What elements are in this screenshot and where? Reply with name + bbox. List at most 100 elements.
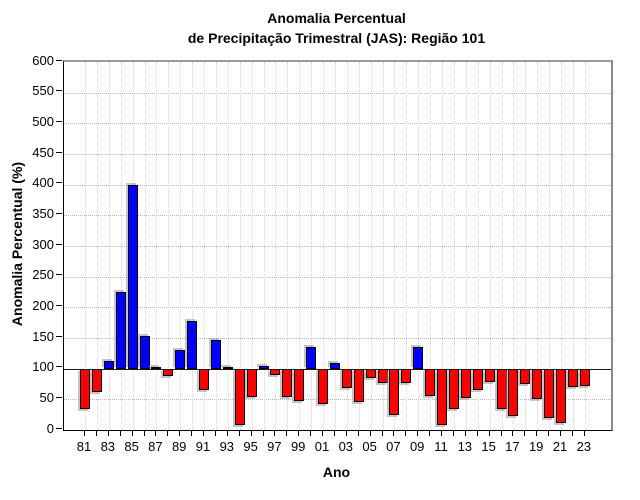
gridline-h-250 [64,276,611,278]
bar-07 [389,368,400,415]
gridline-h-550 [64,92,611,94]
bar-88 [163,368,174,377]
y-tick-100 [56,366,62,368]
chart-title: Anomalia Percentual de Precipitação Trim… [63,8,610,48]
bar-99 [294,368,305,402]
gridline-h-350 [64,215,611,217]
x-tick-16 [500,430,502,436]
x-tick-label-99: 99 [290,439,306,454]
bar-83 [103,361,114,369]
x-tick-95 [250,430,252,436]
gridline-v-87 [156,62,158,430]
bar-86 [139,336,150,369]
gridline-v-89 [180,62,182,430]
gridline-v-12 [453,62,455,430]
y-tick-label-450: 450 [32,144,54,160]
bar-89 [175,350,186,369]
gridline-v-93 [227,62,229,430]
bar-01 [318,368,328,405]
gridline-v-08 [406,62,408,430]
x-tick-label-83: 83 [100,439,116,454]
bar-98 [282,368,293,398]
x-tick-86 [143,430,145,436]
y-tick-200 [56,304,62,306]
baseline-100 [64,368,611,370]
y-tick-450 [56,151,62,153]
gridline-v-09 [418,62,420,430]
y-tick-250 [56,274,62,276]
gridline-v-90 [192,62,194,430]
bar-17 [508,368,519,417]
y-tick-500 [56,120,62,122]
x-tick-19 [536,430,538,436]
x-tick-label-17: 17 [505,439,520,454]
x-tick-96 [262,430,264,436]
bar-04 [353,368,364,403]
x-tick-label-11: 11 [434,439,448,454]
y-tick-label-350: 350 [32,205,54,221]
x-tick-81 [84,430,85,436]
x-tick-02 [333,430,335,436]
y-tick-300 [56,243,62,245]
x-tick-85 [131,430,133,436]
bar-15 [484,368,495,383]
y-tick-label-600: 600 [32,52,54,68]
bar-03 [341,368,352,389]
x-tick-label-95: 95 [243,439,258,454]
gridline-v-23 [584,62,586,430]
x-tick-91 [203,430,204,436]
gridline-v-06 [382,62,384,430]
x-tick-99 [298,430,300,436]
gridline-h-450 [64,154,611,155]
y-tick-label-550: 550 [32,83,54,99]
gridline-v-18 [525,62,527,430]
gridline-v-17 [513,62,515,430]
x-tick-label-89: 89 [171,439,187,454]
x-tick-label-03: 03 [338,439,354,454]
gridline-v-96 [263,62,265,430]
y-tick-label-400: 400 [32,175,54,191]
gridline-v-05 [370,62,372,430]
bar-21 [556,368,566,423]
x-tick-label-19: 19 [528,439,544,454]
gridline-v-03 [346,62,348,430]
x-tick-08 [405,430,407,436]
gridline-v-00 [311,62,313,430]
gridline-h-150 [64,338,611,339]
gridline-v-02 [334,62,336,430]
gridline-v-95 [251,62,253,430]
bar-13 [460,368,471,399]
y-tick-label-100: 100 [32,359,54,375]
gridline-h-300 [64,246,611,247]
bar-22 [567,368,578,388]
x-tick-92 [214,430,216,436]
x-tick-89 [179,430,181,436]
x-tick-88 [167,430,169,436]
bar-94 [234,368,245,426]
gridline-v-97 [275,62,277,430]
x-tick-17 [512,430,514,436]
x-tick-label-93: 93 [219,439,235,454]
gridline-v-91 [204,62,205,430]
bar-18 [520,368,531,384]
x-tick-87 [155,430,157,436]
bar-02 [329,362,340,369]
gridline-v-07 [394,62,396,430]
bar-14 [472,368,483,391]
x-tick-13 [464,430,466,436]
x-axis-label: Ano [322,464,351,480]
gridline-v-21 [561,62,562,430]
bar-20 [544,368,555,419]
x-tick-09 [417,430,419,436]
x-tick-84 [119,430,121,436]
y-tick-label-200: 200 [32,297,54,313]
y-tick-150 [56,335,62,337]
x-tick-label-85: 85 [124,439,139,454]
x-tick-01 [322,430,323,436]
x-tick-21 [560,430,561,436]
gridline-v-99 [299,62,301,430]
x-tick-label-05: 05 [362,439,377,454]
gridline-v-81 [85,62,86,430]
x-tick-03 [345,430,347,436]
x-tick-label-01: 01 [314,439,330,454]
